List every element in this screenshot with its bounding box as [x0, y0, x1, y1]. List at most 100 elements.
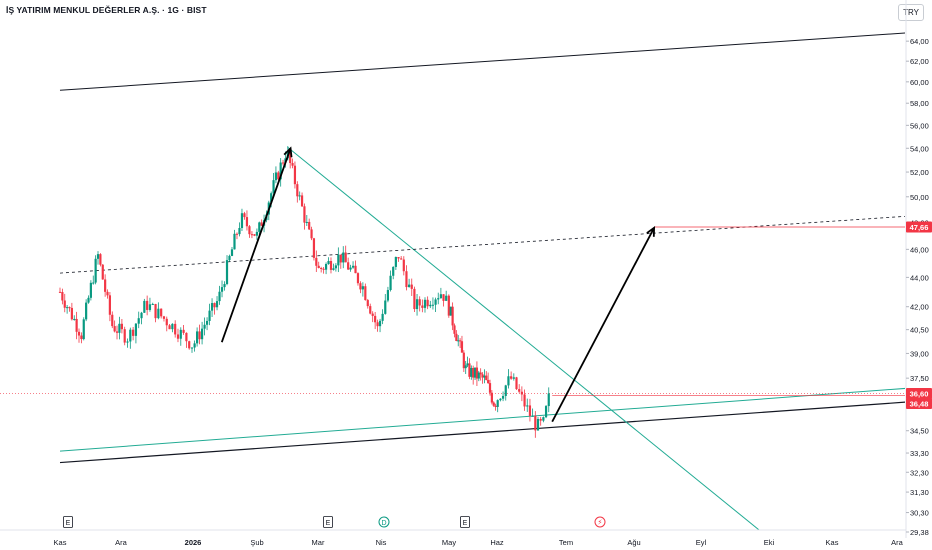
candle-body — [371, 313, 374, 316]
candle-body — [539, 418, 542, 421]
candle-body — [140, 312, 143, 319]
dividend-event-icon[interactable] — [378, 516, 390, 528]
price-tag — [906, 397, 932, 409]
candle-body — [92, 282, 95, 284]
candle-body — [123, 329, 126, 343]
time-tick-label: Eyl — [696, 538, 707, 547]
candle-body — [542, 417, 545, 421]
candle-body — [171, 323, 174, 330]
candle-body — [220, 287, 224, 292]
candle-body — [250, 234, 254, 236]
candle-body — [248, 226, 251, 235]
candle-body — [332, 268, 335, 270]
candle-body — [118, 323, 121, 333]
candle-body — [418, 299, 421, 306]
candle-body — [198, 331, 201, 340]
earnings-event-icon[interactable] — [63, 516, 73, 528]
drawings-layer — [0, 32, 905, 530]
candle-body — [235, 233, 239, 235]
candle-body — [507, 376, 510, 386]
candle-body — [245, 217, 249, 227]
price-tick-label: 46,00 — [910, 245, 929, 254]
candle-body — [203, 324, 206, 329]
price-tick-label: 33,30 — [910, 449, 929, 458]
candle-body — [447, 295, 450, 316]
candle-body — [61, 292, 64, 301]
candle-body — [470, 368, 473, 377]
candle-body — [205, 320, 209, 325]
candle-body — [402, 259, 405, 272]
price-tick-label: 56,00 — [910, 121, 929, 130]
candle-body — [94, 258, 97, 283]
candle-body — [339, 254, 342, 263]
candle-body — [462, 352, 465, 369]
candle-body — [134, 323, 138, 336]
candle-body — [154, 303, 157, 319]
projection-arrow — [551, 227, 655, 423]
time-tick-label: Eki — [764, 538, 775, 547]
price-tick-label: 50,00 — [910, 193, 929, 202]
rally-arrow — [220, 147, 292, 343]
chart-title: İŞ YATIRIM MENKUL DEĞERLER A.Ş. · 1G · B… — [6, 5, 207, 15]
candle-body — [66, 307, 69, 309]
time-tick-label: Haz — [490, 538, 504, 547]
candle-body — [89, 282, 92, 298]
split-event-icon[interactable] — [594, 516, 606, 528]
candle-body — [485, 375, 488, 381]
price-tick-label: 40,50 — [910, 326, 929, 335]
candle-body — [410, 284, 413, 289]
price-tick-label: 32,30 — [910, 468, 929, 477]
candle-body — [413, 288, 416, 310]
candle-body — [160, 308, 163, 317]
candle-body — [397, 256, 400, 259]
time-axis[interactable]: Kas Ara 2026 Şub Mar Nis May Haz Tem Ağu Eyl Eki Kas… — [0, 529, 906, 547]
candle-body — [99, 254, 102, 265]
event-label: E — [66, 520, 71, 527]
candle-body — [526, 405, 529, 407]
candle-body — [126, 341, 129, 343]
candle-body — [238, 228, 241, 235]
candle-body — [279, 162, 282, 180]
candle-body — [384, 300, 387, 314]
time-tick-label: Nis — [376, 538, 387, 547]
candle-body — [310, 229, 313, 239]
candle-body — [272, 180, 275, 194]
price-axis[interactable]: 29,3830,3031,3032,3033,3034,5036,0037,50… — [905, 0, 932, 538]
candle-body — [429, 304, 432, 307]
currency-button[interactable]: TRY — [898, 4, 924, 21]
candle-body — [490, 392, 493, 403]
candle-body — [518, 389, 521, 392]
candle-body — [386, 290, 390, 301]
candle-body — [77, 331, 81, 336]
candle-body — [108, 295, 111, 315]
candle-body — [504, 385, 507, 396]
candle-body — [182, 329, 185, 333]
candle-body — [277, 172, 280, 180]
time-tick-label: Şub — [250, 538, 263, 547]
price-tick-label: 37,50 — [910, 374, 929, 383]
earnings-event-icon[interactable] — [323, 516, 333, 528]
candle-body — [190, 347, 194, 349]
price-tick-label: 54,00 — [910, 144, 929, 153]
price-tick-label: 62,00 — [910, 57, 929, 66]
candle-body — [364, 286, 367, 301]
candle-body — [544, 406, 548, 418]
candle-body — [73, 318, 76, 320]
candle-body — [457, 340, 460, 342]
candle-body — [374, 315, 377, 323]
candle-body — [492, 402, 495, 406]
candle-body — [487, 380, 490, 384]
candle-body — [501, 395, 505, 399]
candle-body — [253, 234, 256, 236]
events-layer: E E D E ⚡ — [63, 516, 606, 528]
candle-body — [293, 165, 297, 185]
price-tag-label: 36,48 — [910, 399, 929, 408]
price-tick-label: 39,00 — [910, 349, 929, 358]
earnings-event-icon[interactable] — [460, 516, 470, 528]
candle-body — [415, 299, 419, 310]
candle-body — [225, 260, 229, 285]
candle-body — [101, 264, 104, 280]
candle-body — [369, 306, 372, 314]
candle-body — [185, 332, 188, 342]
